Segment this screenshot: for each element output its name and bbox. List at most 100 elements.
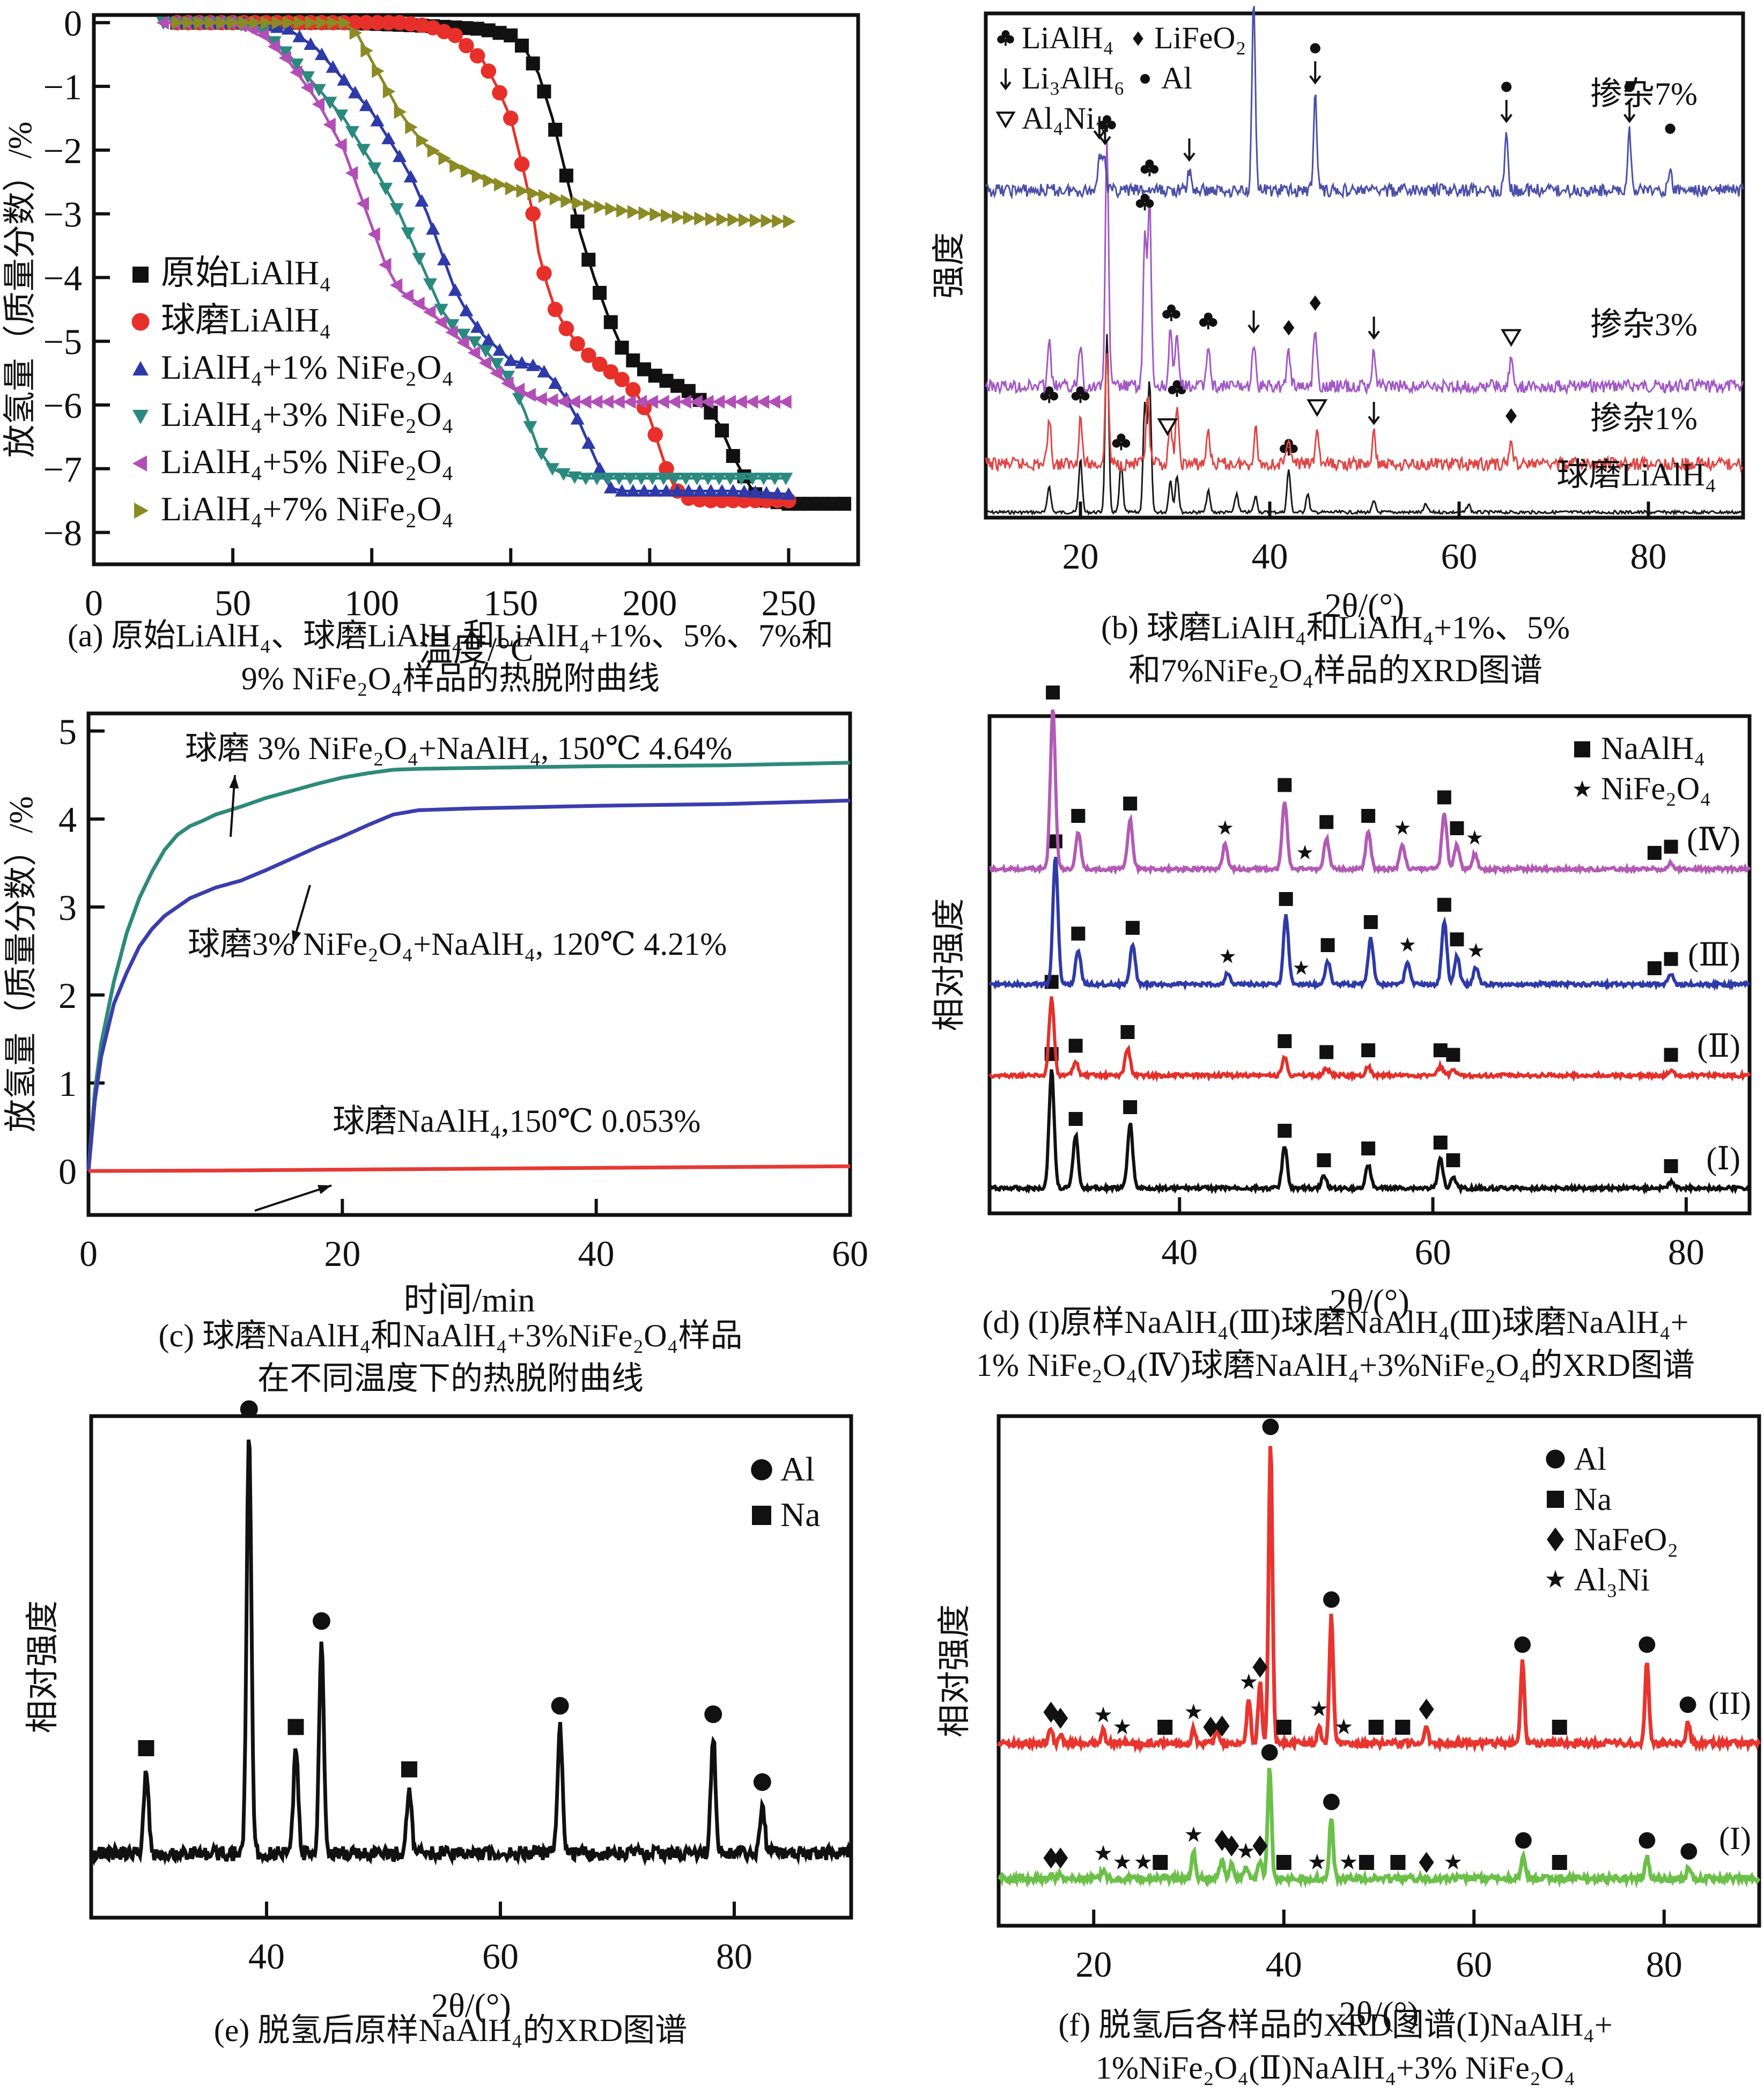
club-lobe [1150, 165, 1159, 174]
square-marker [1368, 1720, 1384, 1735]
club-stem [1143, 202, 1146, 211]
square-marker [1048, 834, 1062, 849]
triangle-left-marker [312, 97, 325, 112]
club-lobe [1040, 392, 1049, 401]
x-tick-label: 20 [1075, 1944, 1112, 1985]
triangle-left-marker [690, 395, 703, 409]
circle-marker [536, 266, 552, 281]
triangle-left-marker [746, 395, 758, 409]
diamond-marker [1203, 1717, 1219, 1738]
xrd-trace [90, 1439, 853, 1866]
xrd-trace [988, 857, 1750, 992]
x-axis-label: 2θ/(°) [1330, 1282, 1409, 1320]
square-marker [1647, 961, 1662, 975]
triangle-up-marker [326, 60, 340, 73]
triangle-left-marker [132, 455, 147, 472]
triangle-left-marker [267, 39, 281, 54]
y-axis-label: 放氢量（质量分数）/% [2, 122, 39, 458]
triangle-up-marker [748, 485, 763, 498]
triangle-up-marker [359, 98, 373, 112]
square-marker [1552, 1855, 1567, 1870]
square-marker [1317, 1153, 1331, 1167]
square-marker [1279, 892, 1293, 906]
x-tick-label: 150 [483, 583, 538, 623]
y-axis-label: 相对强度 [931, 898, 968, 1031]
star-marker [1185, 1703, 1202, 1719]
club-marker [1112, 433, 1131, 451]
x-tick-label: 40 [248, 1936, 285, 1977]
xrd-trace [985, 334, 1744, 516]
legend-label: LiAlH₄+7% NiFe₂O₄ [161, 490, 454, 528]
triangle-up-marker [526, 358, 540, 371]
triangle-up-marker [314, 47, 329, 61]
y-axis-label: 相对强度 [25, 1600, 61, 1733]
panel-c-isothermal-desorption: 0 1 2 3 4 5 0 20 40 60 时间/min 放氢量（质量分数）/% 球磨 3% NiFe… [3, 711, 868, 1319]
square-marker [1120, 1025, 1135, 1039]
arrow-head [1368, 416, 1380, 425]
caption-b-line2: 和7%NiFe₂O₄样品的XRD图谱 [1128, 653, 1542, 688]
club-lobe [1168, 386, 1177, 395]
triangle-down-marker [534, 447, 549, 461]
triangle-down-marker [634, 473, 648, 485]
triangle-left-marker [401, 289, 414, 303]
xrd-trace-3 [985, 6, 1744, 200]
triangle-right-marker [394, 105, 407, 119]
arrow-down-marker [1368, 316, 1380, 340]
series-label: 掺杂7% [1590, 76, 1697, 112]
triangle-down-marker [445, 319, 460, 332]
caption-c-line1: (c) 球磨NaAlH₄和NaAlH₄+3%NiFe₂O₄样品 [158, 1318, 743, 1353]
triangle-up-marker [492, 343, 507, 356]
panel-f-xrd-dehydrogenated-doped: 20 40 60 80 2θ/(°) 相对强度 (I) (II) Al Na NaFeO₂ Al₃Ni [936, 1414, 1761, 2032]
series-label: 球磨LiAlH₄ [1556, 457, 1716, 492]
dot-marker [1665, 123, 1676, 134]
triangle-down-marker [767, 473, 782, 485]
star-marker [1546, 1570, 1565, 1588]
triangle-left-marker [156, 16, 169, 30]
diamond-marker [1419, 1698, 1434, 1720]
caption-b-line1: (b) 球磨LiAlH₄和LiAlH₄+1%、5% [1101, 610, 1570, 645]
y-tick-label: −2 [43, 130, 82, 171]
triangle-left-marker [534, 392, 547, 406]
diamond-marker [1053, 1707, 1068, 1729]
triangle-right-marker [416, 134, 429, 148]
star-marker [1394, 820, 1411, 835]
triangle-down-marker [456, 328, 471, 342]
circle-marker [380, 14, 396, 31]
club-lobe [1135, 199, 1145, 208]
triangle-right-marker [572, 196, 585, 210]
series-line-2 [88, 1164, 851, 1173]
caption-d-line1: (d) (I)原样NaAlH₄(Ⅲ)球磨NaAlH₄(Ⅲ)球磨NaAlH₄+ [982, 1305, 1689, 1340]
square-marker [1276, 1720, 1291, 1735]
triangle-down-marker [678, 473, 693, 485]
plot-frame [89, 1414, 853, 1920]
circle-marker [514, 156, 530, 172]
club-lobe [1162, 310, 1171, 319]
triangle-right-marker [305, 16, 318, 30]
series-label: (II) [1708, 1685, 1751, 1721]
circle-marker [725, 492, 741, 509]
circle-marker [751, 1459, 772, 1480]
triangle-right-marker [294, 16, 307, 30]
y-tick-label: −3 [43, 194, 82, 235]
legend-label: NaFeO₂ [1574, 1522, 1678, 1557]
arrow-head [1000, 81, 1012, 91]
triangle-left-marker [490, 366, 503, 380]
circle-marker [614, 372, 630, 387]
star-marker [1293, 960, 1309, 975]
triangle-up-marker [637, 484, 651, 497]
arrow-head [1309, 75, 1322, 85]
triangle-up-marker [670, 484, 685, 497]
triangle-open-marker [1157, 418, 1178, 436]
arrow-head [1183, 152, 1195, 162]
triangle-left-marker [445, 325, 458, 340]
triangle-right-marker [382, 84, 396, 99]
club-lobe [1140, 194, 1149, 203]
square-marker [1071, 926, 1086, 941]
x-tick-label: 40 [1252, 536, 1288, 577]
star-marker [1240, 1673, 1257, 1689]
circle-marker [1638, 1636, 1656, 1653]
triangle-right-marker [516, 183, 529, 198]
triangle-left-marker [601, 395, 614, 409]
circle-marker [659, 461, 674, 477]
circle-marker [392, 14, 408, 31]
